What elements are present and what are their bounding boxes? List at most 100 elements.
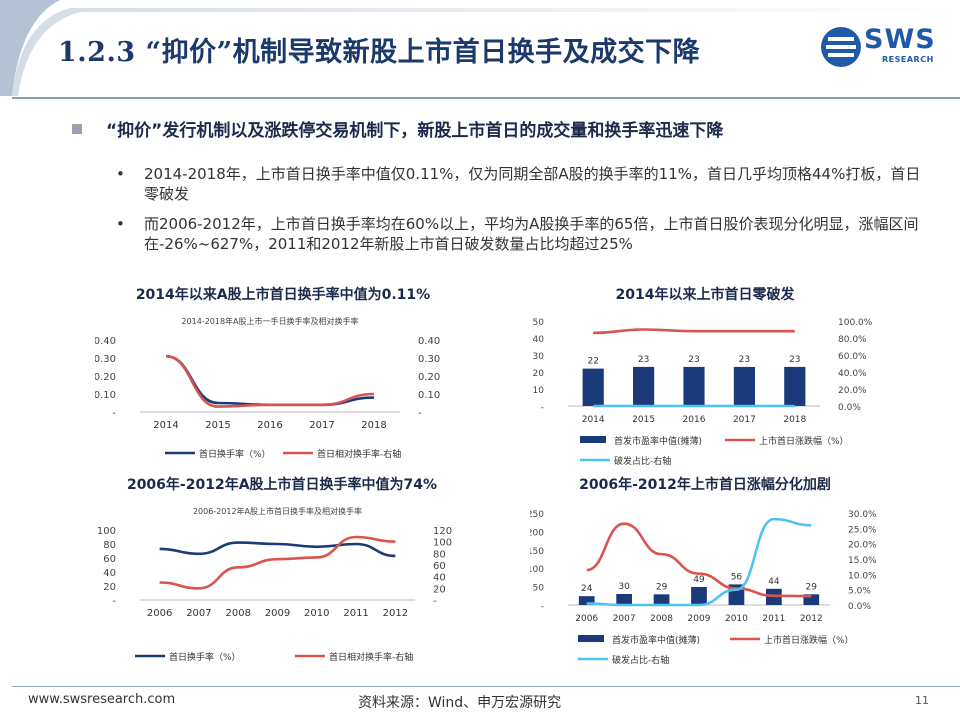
page-number: 11 xyxy=(915,694,929,707)
x-tick-label: 2012 xyxy=(800,614,823,624)
bullet-dot-icon: • xyxy=(116,215,125,233)
x-tick-label: 2018 xyxy=(361,420,386,431)
title-divider xyxy=(12,97,960,99)
left-tick-label: 150 xyxy=(530,547,544,557)
x-tick-label: 2007 xyxy=(186,608,211,619)
right-tick-label: 40 xyxy=(433,573,446,584)
left-tick-label: 40 xyxy=(103,568,116,579)
bar-value-label: 29 xyxy=(656,582,668,592)
right-tick-label: - xyxy=(418,408,422,419)
bar-value-label: 23 xyxy=(789,355,800,365)
x-tick-label: 2017 xyxy=(309,420,334,431)
legend-label: 上市首日涨跌幅（%） xyxy=(759,435,849,447)
legend-label: 上市首日涨跌幅（%） xyxy=(764,634,854,646)
chart4: 250 200 150 100 50 - 30.0% 25.0% 20.0% 15.0% 10.0%… xyxy=(530,510,877,666)
sub-bullet-text: 而2006-2012年，上市首日换手率均在60%以上，平均为A股换手率的65倍，… xyxy=(144,215,919,253)
right-tick-label: 25.0% xyxy=(848,525,877,535)
series-line xyxy=(159,541,396,558)
x-tick-label: 2018 xyxy=(783,415,806,425)
chart2: 50 40 30 20 10 - 100.0% 80.0% 60.0% 40.0% 20.0% 0.0… xyxy=(533,318,873,467)
right-tick-label: 15.0% xyxy=(848,556,877,566)
chart2-title: 2014年以来上市首日零破发 xyxy=(615,287,795,303)
title-bar: 1.2.3 “抑价”机制导致新股上市首日换手及成交下降 SWS RESEARCH xyxy=(0,0,960,98)
x-tick-label: 2012 xyxy=(383,608,408,619)
legend-swatch xyxy=(580,436,606,443)
bar xyxy=(582,368,604,406)
right-tick-label: 20.0% xyxy=(848,541,877,551)
right-tick-label: 100.0% xyxy=(838,318,873,328)
bar-value-label: 56 xyxy=(731,572,743,582)
right-tick-label: 5.0% xyxy=(848,587,871,597)
legend-label: 首日换手率（%） xyxy=(199,448,271,460)
chart-inner-title: 2006-2012年A股上市首日换手率及相对换手率 xyxy=(193,506,362,516)
x-tick-label: 2015 xyxy=(205,420,230,431)
page-title: 1.2.3 “抑价”机制导致新股上市首日换手及成交下降 xyxy=(58,37,701,68)
footer-url-link[interactable]: www.swsresearch.com xyxy=(28,692,176,707)
x-tick-label: 2010 xyxy=(304,608,329,619)
left-tick-label: 60 xyxy=(103,554,116,565)
right-tick-label: 30.0% xyxy=(848,510,877,520)
right-tick-label: 0.20 xyxy=(418,372,440,383)
chart1-title: 2014年以来A股上市首日换手率中值为0.11% xyxy=(135,287,431,303)
bar xyxy=(653,594,670,605)
bar xyxy=(633,366,655,406)
bar xyxy=(616,593,633,605)
x-tick-label: 2016 xyxy=(257,420,282,431)
x-tick-label: 2011 xyxy=(762,614,785,624)
right-tick-label: 0.0% xyxy=(838,403,861,413)
bar xyxy=(784,366,806,406)
x-tick-label: 2014 xyxy=(582,415,605,425)
legend-label: 破发占比-右轴 xyxy=(614,455,671,467)
series-line xyxy=(586,522,812,598)
logo-mark-icon xyxy=(821,27,861,67)
square-bullet-icon xyxy=(72,124,82,134)
left-tick-label: - xyxy=(112,408,116,419)
right-tick-label: 10.0% xyxy=(848,571,877,581)
left-tick-label: 20 xyxy=(103,582,116,593)
series-line xyxy=(586,517,812,607)
x-tick-label: 2016 xyxy=(683,415,706,425)
x-tick-label: 2014 xyxy=(153,420,178,431)
left-tick-label: 0.30 xyxy=(95,354,116,365)
bar-value-label: 29 xyxy=(806,582,818,592)
right-tick-label: 80.0% xyxy=(838,335,867,345)
x-tick-label: 2006 xyxy=(575,614,598,624)
legend-label: 首日换手率（%） xyxy=(169,651,241,663)
left-tick-label: 0.40 xyxy=(95,336,116,347)
legend-label: 首发市盈率中值(摊薄) xyxy=(612,634,700,646)
x-tick-label: 2006 xyxy=(147,608,172,619)
legend-swatch xyxy=(578,635,604,642)
right-tick-label: 80 xyxy=(433,549,446,560)
bar xyxy=(578,596,595,605)
chart-inner-title: 2014-2018年A股上市一手日换手率及相对换手率 xyxy=(181,316,358,326)
x-tick-label: 2008 xyxy=(650,614,673,624)
right-tick-label: 0.0% xyxy=(848,602,871,612)
right-tick-label: 0.10 xyxy=(418,390,440,401)
left-tick-label: 0.20 xyxy=(95,372,116,383)
x-tick-label: 2017 xyxy=(733,415,756,425)
left-tick-label: 30 xyxy=(533,352,545,362)
left-tick-label: 0.10 xyxy=(95,390,116,401)
bar xyxy=(683,366,705,406)
chart3: 2006-2012年A股上市首日换手率及相对换手率10080604020-120… xyxy=(97,506,452,663)
left-tick-label: 50 xyxy=(533,584,545,594)
right-tick-label: 0.40 xyxy=(418,336,440,347)
left-tick-label: 40 xyxy=(533,335,545,345)
right-tick-label: 60 xyxy=(433,561,446,572)
x-tick-label: 2009 xyxy=(688,614,711,624)
sub-bullet-text: 2014-2018年，上市首日换手率中值仅0.11%，仅为同期全部A股的换手率的… xyxy=(144,165,921,203)
left-tick-label: - xyxy=(112,596,116,607)
series-line xyxy=(593,328,795,335)
x-tick-label: 2009 xyxy=(265,608,290,619)
left-tick-label: 100 xyxy=(530,565,544,575)
bar-value-label: 49 xyxy=(693,575,705,585)
bar-value-label: 44 xyxy=(768,577,780,587)
x-tick-label: 2007 xyxy=(613,614,636,624)
x-tick-label: 2011 xyxy=(343,608,368,619)
series-line xyxy=(165,354,375,408)
x-tick-label: 2008 xyxy=(225,608,250,619)
legend-label: 首日相对换手率-右轴 xyxy=(317,448,401,460)
legend-label: 首日相对换手率-右轴 xyxy=(329,651,413,663)
logo-text: SWS xyxy=(864,24,936,55)
bar-value-label: 30 xyxy=(618,582,630,592)
